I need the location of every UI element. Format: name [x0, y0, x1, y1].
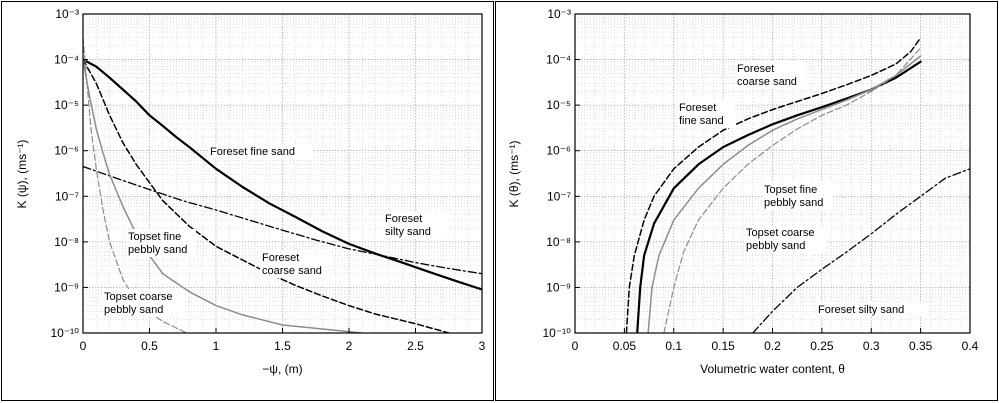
x-tick-label: 0.3 — [863, 339, 880, 353]
right-y-axis-label: K (θ), (ms⁻¹) — [507, 141, 521, 208]
x-tick-label: 3 — [479, 339, 486, 353]
left-panel-border — [1, 1, 494, 401]
x-tick-label: 0.35 — [909, 339, 933, 353]
y-tick-label: 10⁻³ — [55, 7, 79, 21]
series-label-background — [260, 250, 330, 278]
series-line-foreset-coarse-sand — [83, 58, 450, 333]
y-tick-label: 10⁻⁷ — [547, 189, 571, 203]
series-line-topset-fine-pebbly-sand — [647, 55, 922, 333]
y-tick-label: 10⁻¹⁰ — [51, 326, 80, 340]
series-label-text: Foreset coarse sand — [262, 252, 322, 277]
series-label-background — [744, 225, 826, 253]
series-label-text: Topset coarse pebbly sand — [746, 227, 814, 252]
series-line-foreset-silty-sand — [752, 168, 970, 333]
y-tick-label: 10⁻⁸ — [54, 235, 79, 249]
series-line-foreset-silty-sand — [83, 165, 482, 275]
series-label-text: Foreset fine sand — [679, 102, 724, 127]
series-label-topset-coarse-pebbly-sand: Topset coarse pebbly sand — [744, 225, 826, 253]
series-label-background — [208, 144, 314, 159]
y-tick-label: 10⁻⁵ — [546, 98, 571, 112]
series-label-topset-coarse-pebbly-sand: Topset coarse pebbly sand — [102, 289, 184, 317]
series-label-text: Foreset silty sand — [385, 213, 431, 238]
left-x-axis-label: −ψ, (m) — [262, 362, 302, 376]
y-tick-label: 10⁻⁴ — [54, 53, 79, 67]
x-tick-label: 0.15 — [711, 339, 735, 353]
y-tick-label: 10⁻³ — [547, 7, 571, 21]
series-label-background — [126, 229, 196, 257]
x-tick-label: 0 — [572, 339, 579, 353]
x-tick-label: 1 — [213, 339, 220, 353]
series-label-foreset-coarse-sand: Foreset coarse sand — [260, 250, 330, 278]
y-tick-label: 10⁻⁸ — [546, 235, 571, 249]
right-x-axis-label: Volumetric water content, θ — [700, 362, 845, 376]
x-tick-label: 0.4 — [962, 339, 979, 353]
series-label-text: Foreset coarse sand — [737, 63, 797, 88]
series-label-background — [816, 302, 928, 317]
x-tick-label: 0.1 — [665, 339, 682, 353]
left-chart: 0 0.5 1 1.5 2 2.5 3 10⁻¹⁰ 10⁻⁹ 10⁻⁸ 10⁻⁷ 10⁻⁶ 10⁻⁵ 10… — [15, 7, 486, 376]
series-label-text: Foreset fine sand — [210, 146, 295, 158]
right-chart: 0 0.05 0.1 0.15 0.2 0.25 0.3 0.35 0.4 10⁻¹⁰ 10⁻⁹ 10… — [507, 7, 979, 376]
series-label-topset-fine-pebbly-sand: Topset fine pebbly sand — [762, 182, 832, 210]
series-label-text: Topset fine pebbly sand — [128, 231, 187, 256]
x-tick-label: 0.2 — [764, 339, 781, 353]
series-label-topset-fine-pebbly-sand: Topset fine pebbly sand — [126, 229, 196, 257]
series-label-text: Foreset silty sand — [818, 304, 904, 316]
series-label-foreset-coarse-sand: Foreset coarse sand — [735, 61, 805, 89]
x-tick-label: 0.05 — [613, 339, 637, 353]
y-tick-label: 10⁻⁷ — [55, 189, 79, 203]
x-tick-label: 2.5 — [407, 339, 424, 353]
series-line-foreset-fine-sand — [83, 58, 482, 291]
y-tick-label: 10⁻⁶ — [54, 144, 79, 158]
x-tick-label: 0 — [80, 339, 87, 353]
right-curves — [625, 37, 970, 333]
y-tick-label: 10⁻⁹ — [54, 280, 79, 294]
y-tick-label: 10⁻⁶ — [546, 144, 571, 158]
series-label-text: Topset fine pebbly sand — [764, 184, 823, 209]
series-label-background — [677, 100, 735, 128]
y-tick-label: 10⁻⁵ — [54, 98, 79, 112]
series-label-text: Topset coarse pebbly sand — [104, 291, 172, 316]
x-tick-label: 1.5 — [274, 339, 291, 353]
y-tick-label: 10⁻⁴ — [546, 53, 571, 67]
series-label-foreset-silty-sand: Foreset silty sand — [816, 302, 928, 317]
series-label-background — [762, 182, 832, 210]
y-tick-label: 10⁻¹⁰ — [543, 326, 572, 340]
series-label-foreset-fine-sand: Foreset fine sand — [677, 100, 735, 128]
left-y-axis-label: K (ψ), (ms⁻¹) — [15, 140, 29, 209]
x-tick-label: 0.5 — [141, 339, 158, 353]
series-line-foreset-coarse-sand — [625, 37, 922, 333]
series-label-background — [102, 289, 184, 317]
series-label-background — [383, 211, 447, 239]
y-tick-label: 10⁻⁹ — [546, 280, 571, 294]
right-panel-border — [495, 1, 998, 401]
series-label-background — [735, 61, 805, 89]
series-line-topset-coarse-pebbly-sand — [663, 47, 922, 333]
x-tick-label: 2 — [346, 339, 353, 353]
series-line-topset-coarse-pebbly-sand — [83, 37, 188, 333]
x-tick-label: 0.25 — [810, 339, 834, 353]
series-label-foreset-fine-sand: Foreset fine sand — [208, 144, 314, 159]
series-label-foreset-silty-sand: Foreset silty sand — [383, 211, 447, 239]
